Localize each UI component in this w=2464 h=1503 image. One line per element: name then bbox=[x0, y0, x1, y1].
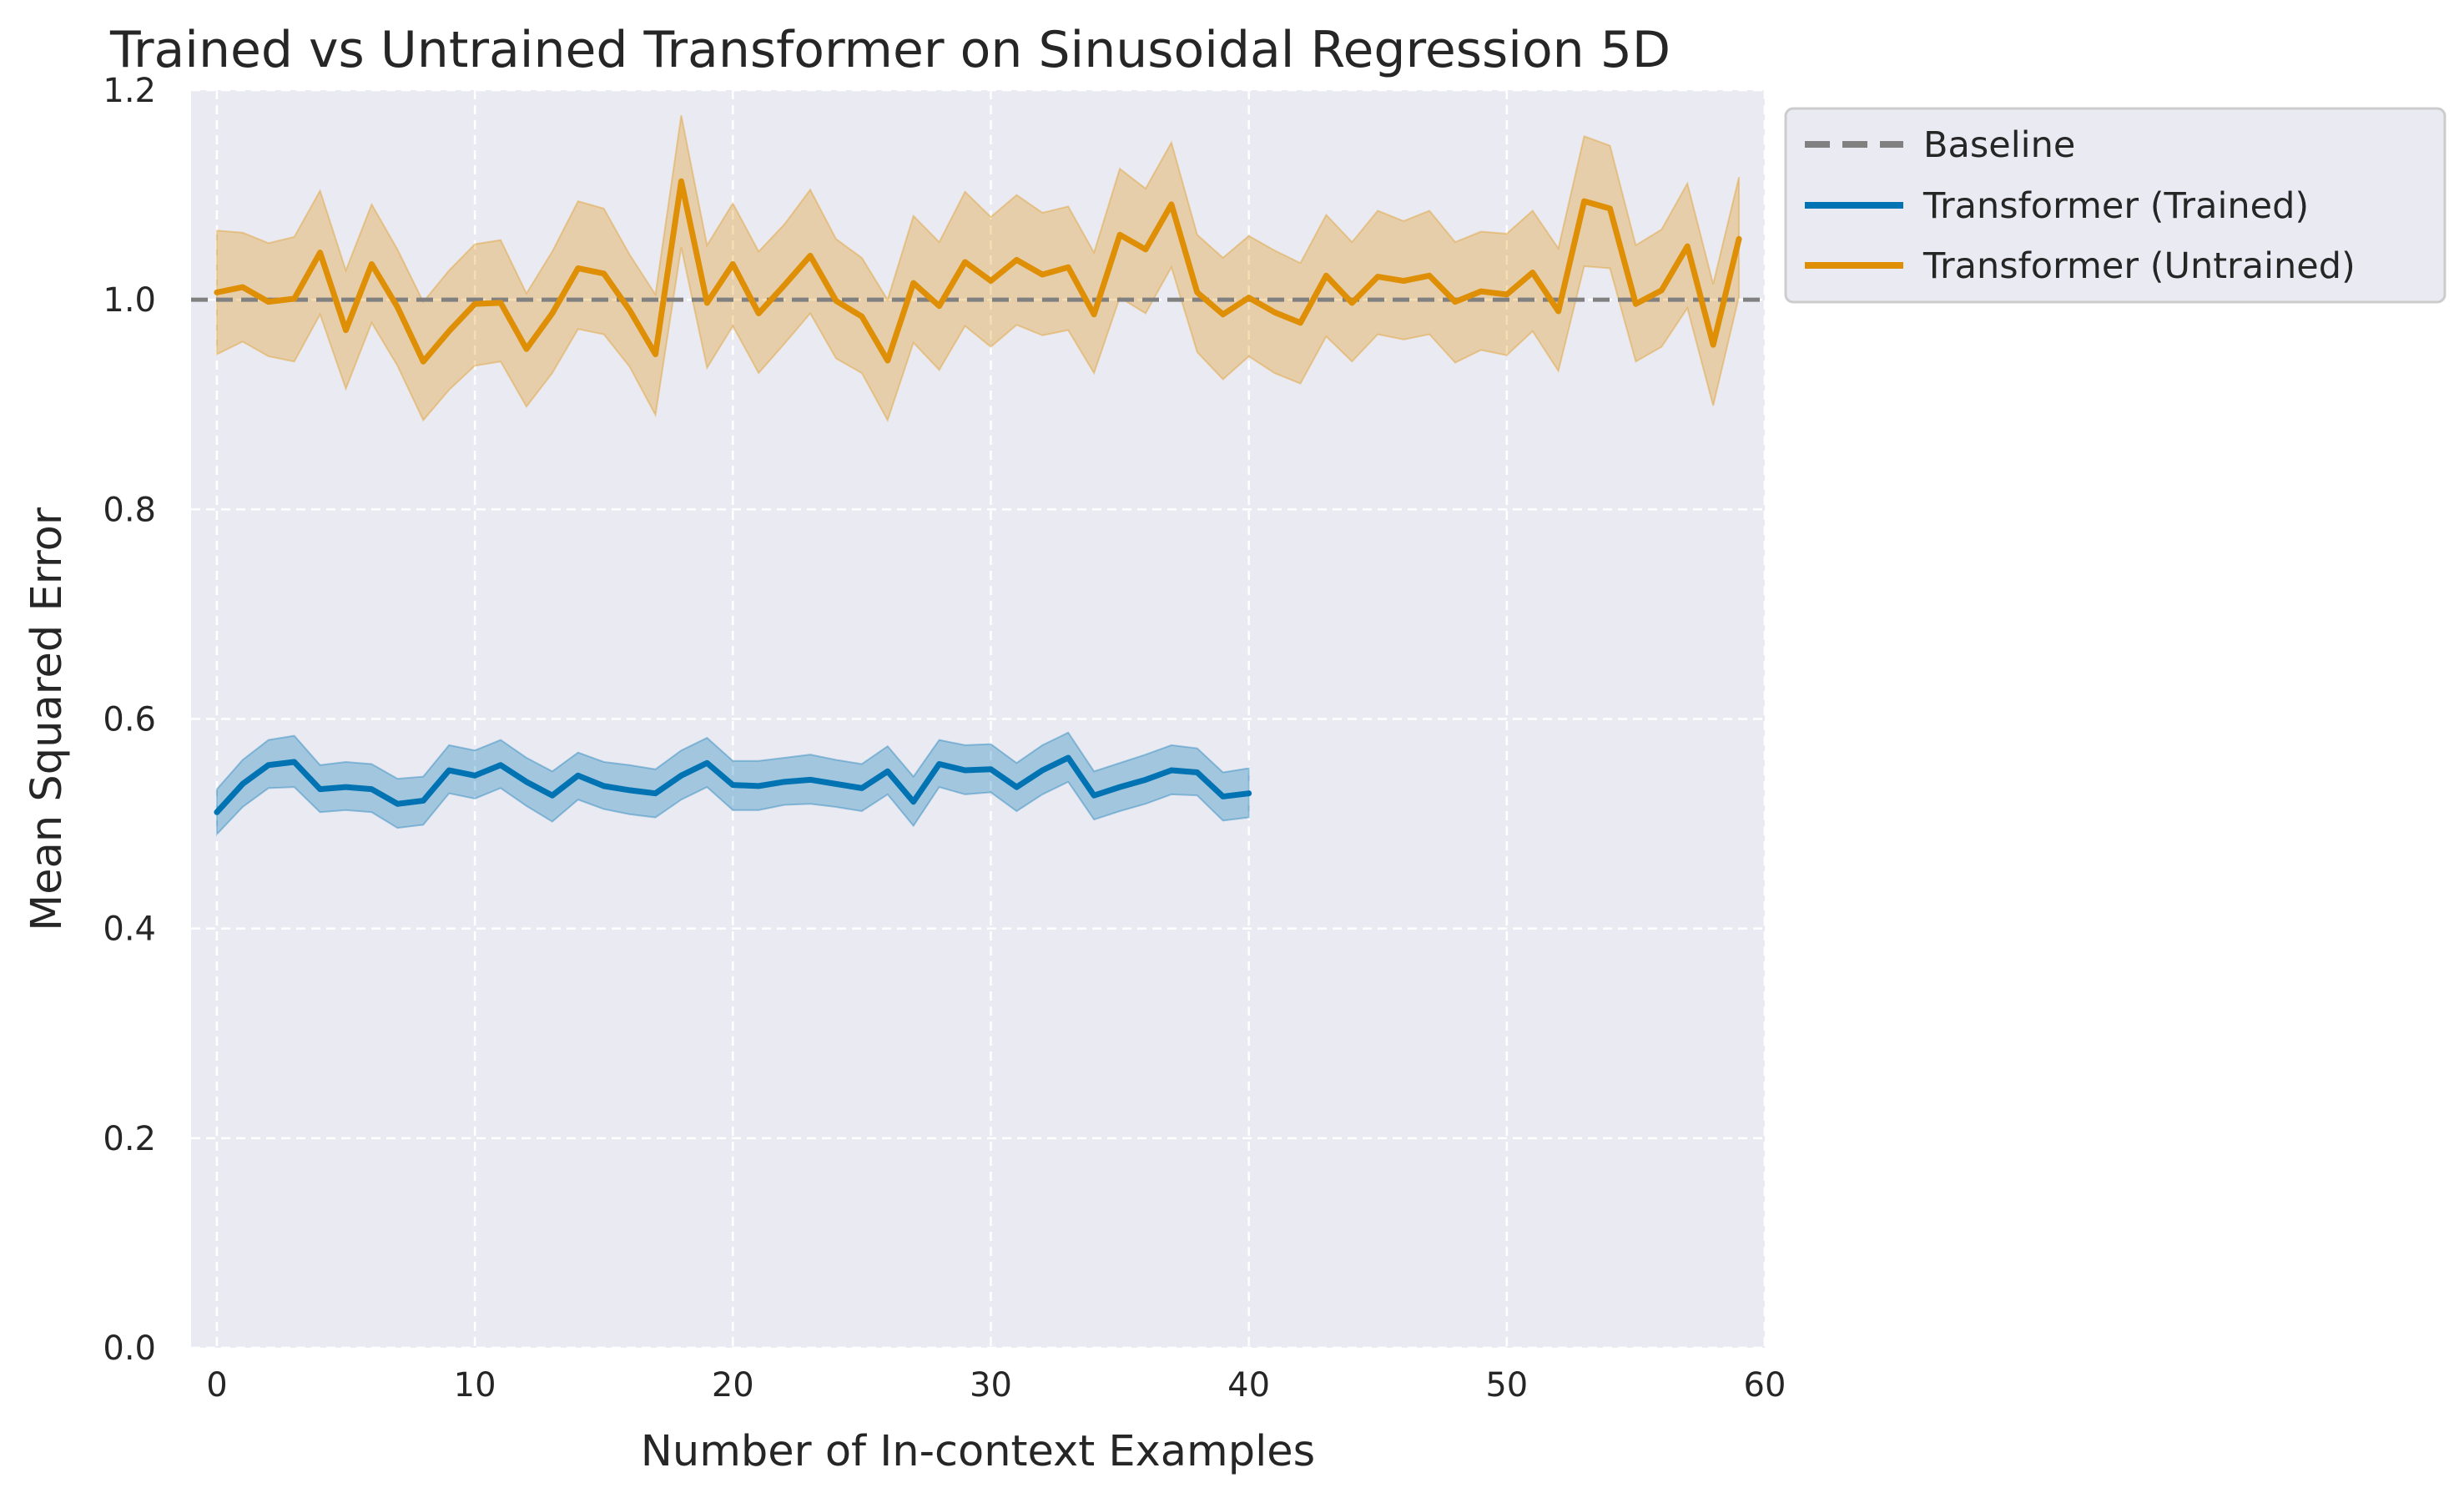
legend-untrained-label: Transformer (Untrained) bbox=[1922, 245, 2356, 287]
legend-baseline-label: Baseline bbox=[1923, 124, 2075, 166]
y-axis-ticks: 0.0 0.2 0.4 0.6 0.8 1.0 1.2 bbox=[103, 72, 156, 1368]
y-tick-label: 0.8 bbox=[103, 491, 156, 529]
series-line-trained bbox=[214, 754, 1252, 815]
x-tick-label: 50 bbox=[1485, 1366, 1528, 1405]
legend: Baseline Transformer (Trained) Transform… bbox=[1784, 107, 2446, 304]
x-tick-label: 30 bbox=[970, 1366, 1012, 1405]
series-line-untrained bbox=[214, 178, 1742, 365]
y-axis-label: Mean Squared Error bbox=[23, 507, 72, 931]
y-tick-label: 0.6 bbox=[103, 701, 156, 739]
y-tick-label: 0.2 bbox=[103, 1120, 156, 1158]
x-tick-label: 0 bbox=[206, 1366, 227, 1405]
x-axis-ticks: 0 10 20 30 40 50 60 bbox=[206, 1366, 1786, 1405]
x-tick-label: 20 bbox=[712, 1366, 754, 1405]
chart-title: Trained vs Untrained Transformer on Sinu… bbox=[109, 21, 1670, 79]
x-axis-label: Number of In-context Examples bbox=[641, 1427, 1315, 1476]
y-tick-label: 0.4 bbox=[103, 910, 156, 949]
x-tick-label: 10 bbox=[454, 1366, 496, 1405]
legend-frame bbox=[1784, 107, 2446, 304]
x-tick-label: 40 bbox=[1227, 1366, 1270, 1405]
y-tick-label: 1.0 bbox=[103, 281, 156, 320]
y-tick-label: 1.2 bbox=[103, 72, 156, 110]
confidence-band-untrained bbox=[215, 114, 1741, 423]
x-tick-label: 60 bbox=[1744, 1366, 1786, 1405]
y-tick-label: 0.0 bbox=[103, 1329, 156, 1368]
series-lines bbox=[191, 178, 1765, 815]
legend-trained-label: Transformer (Trained) bbox=[1922, 185, 2309, 227]
